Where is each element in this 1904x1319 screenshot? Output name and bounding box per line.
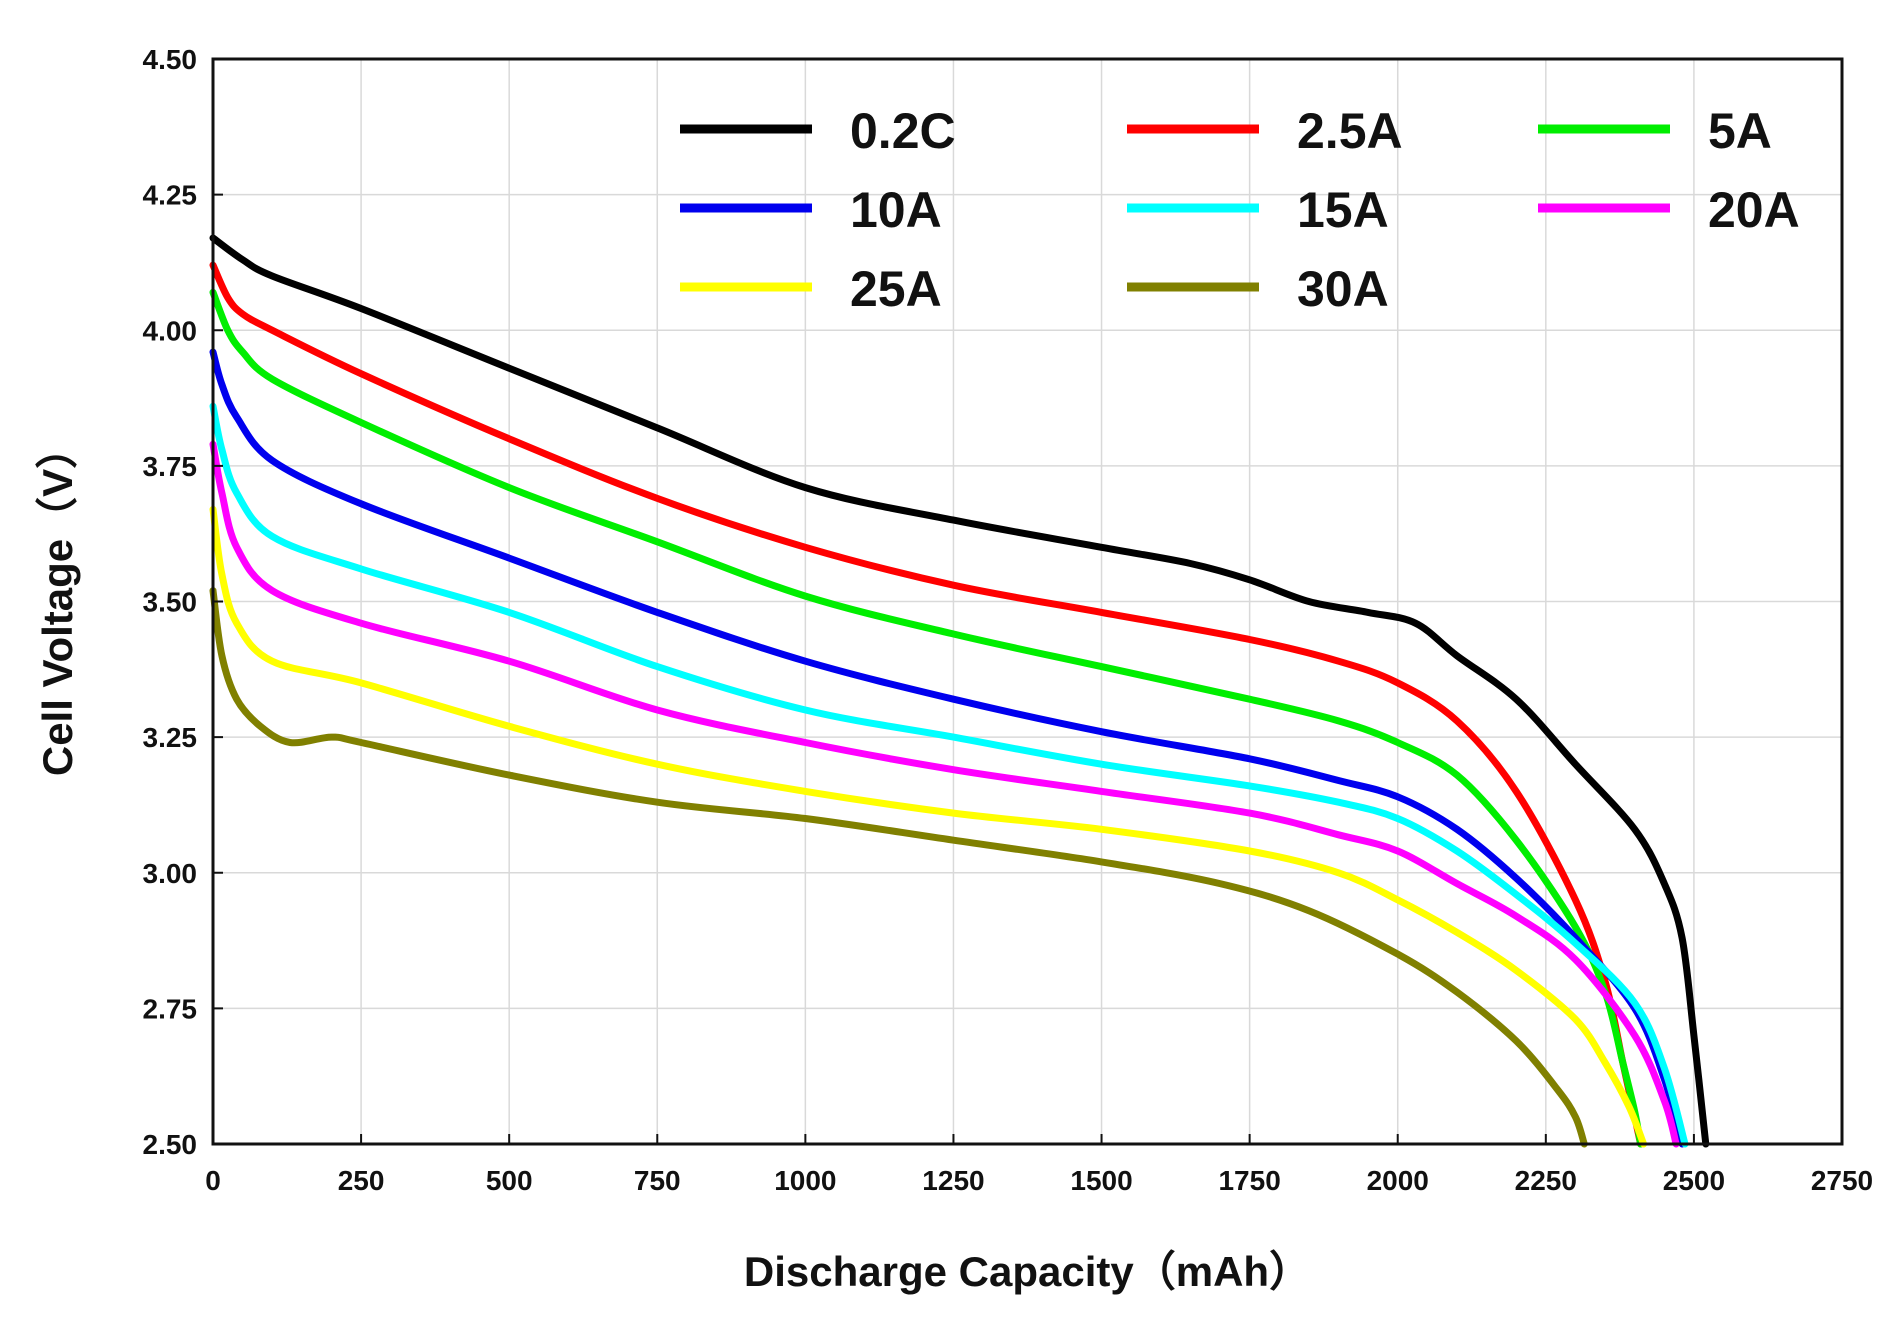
series-line-5a [209,288,1645,1148]
y-tick-label: 3.50 [143,587,198,618]
x-tick-label: 0 [205,1165,221,1196]
y-tick-label: 3.25 [143,722,198,753]
x-tick-label: 1750 [1218,1165,1280,1196]
series-line-25a [209,505,1648,1148]
x-axis-title: Discharge Capacity（mAh） [744,1248,1311,1295]
legend-label: 25A [850,261,942,317]
x-tick-label: 1000 [774,1165,836,1196]
series-line-10a [209,348,1686,1148]
legend-label: 5A [1708,103,1772,159]
y-tick-label: 2.75 [143,993,198,1024]
legend-label: 20A [1708,182,1800,238]
x-tick-label: 1250 [922,1165,984,1196]
legend: 0.2C 2.5A 5A 10A 15A 20A 25A 30A [680,103,1800,317]
legend-item: 20A [1538,182,1800,238]
x-tick-label: 750 [634,1165,681,1196]
y-tick-label: 3.00 [143,858,198,889]
x-tick-label: 2250 [1515,1165,1577,1196]
x-axis-ticks: 0 250 500 750 1000 1250 1500 1750 2000 2250 2500 27… [205,1134,1873,1196]
series-line-0-2c [209,234,1710,1148]
y-tick-label: 4.25 [143,180,198,211]
legend-item: 30A [1127,261,1389,317]
y-tick-label: 3.75 [143,451,198,482]
legend-label: 2.5A [1297,103,1403,159]
x-tick-label: 500 [486,1165,533,1196]
legend-label: 30A [1297,261,1389,317]
series-line-30a [209,587,1588,1148]
legend-item: 10A [680,182,942,238]
series-line-20a [209,440,1680,1148]
series-line-2-5a [209,261,1645,1148]
legend-label: 0.2C [850,103,956,159]
x-tick-label: 1500 [1070,1165,1132,1196]
x-tick-label: 250 [338,1165,385,1196]
legend-item: 2.5A [1127,103,1403,159]
legend-item: 25A [680,261,942,317]
x-tick-label: 2000 [1367,1165,1429,1196]
legend-label: 15A [1297,182,1389,238]
legend-item: 15A [1127,182,1389,238]
legend-item: 0.2C [680,103,956,159]
y-axis-ticks: 2.50 2.75 3.00 3.25 3.50 3.75 4.00 4.25 4.50 [143,44,223,1160]
legend-item: 5A [1538,103,1772,159]
x-tick-label: 2750 [1811,1165,1873,1196]
y-tick-label: 2.50 [143,1129,198,1160]
y-axis-title: Cell Voltage（V） [34,427,81,776]
x-tick-label: 2500 [1663,1165,1725,1196]
y-tick-label: 4.00 [143,315,198,346]
legend-label: 10A [850,182,942,238]
y-tick-label: 4.50 [143,44,198,75]
series-lines [209,234,1710,1148]
series-line-15a [209,402,1689,1148]
